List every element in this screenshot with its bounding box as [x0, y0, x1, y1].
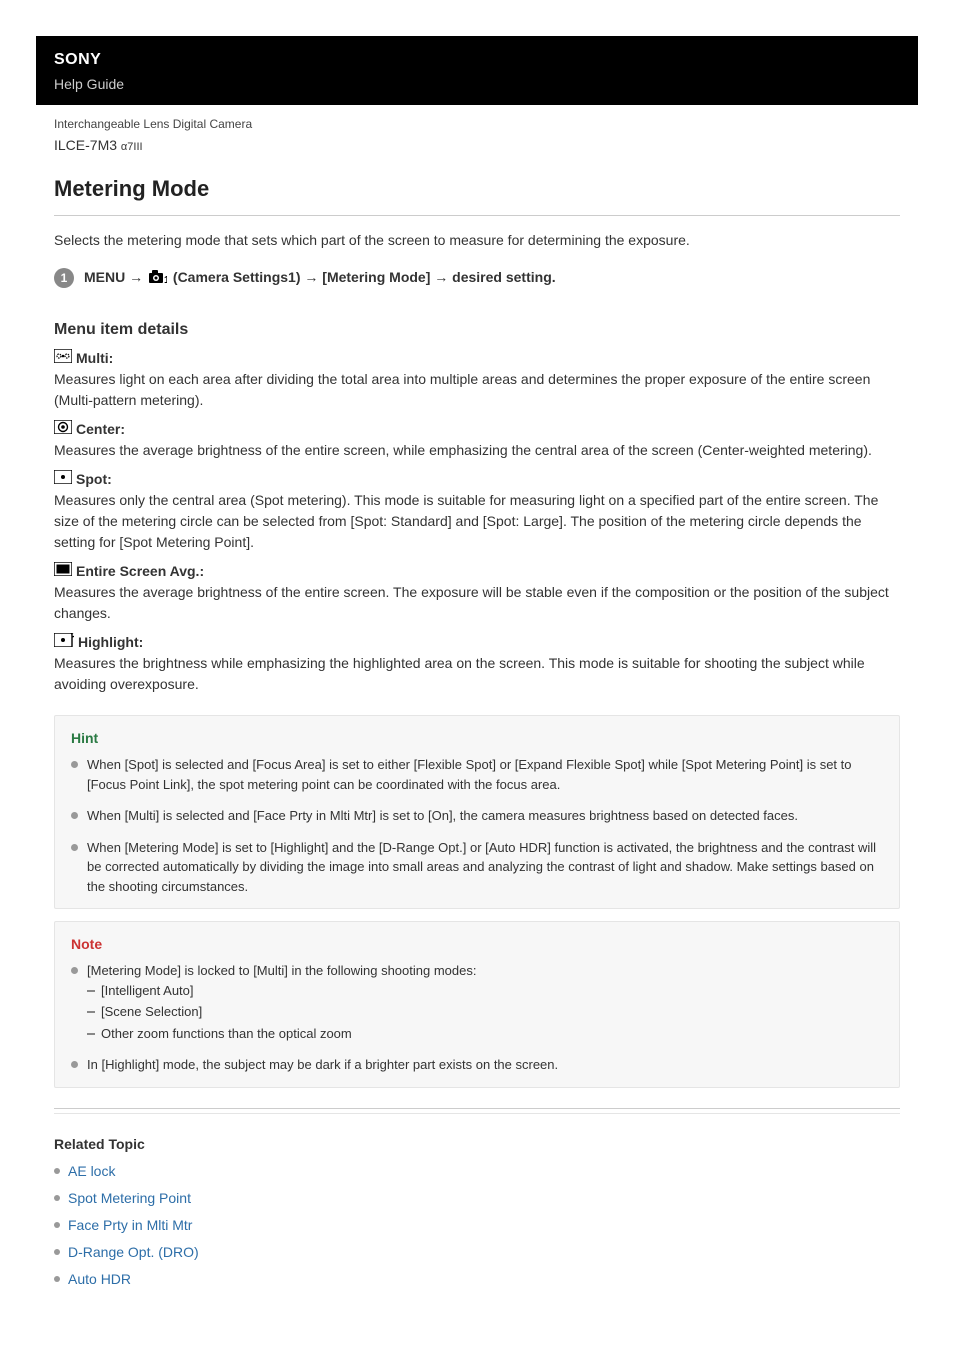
related-link-d-range-opt[interactable]: D-Range Opt. (DRO)	[68, 1244, 199, 1260]
intro-text: Selects the metering mode that sets whic…	[36, 216, 918, 267]
related-item: Auto HDR	[54, 1269, 900, 1290]
step-mid: (Camera Settings1) → [Metering Mode] → d…	[173, 269, 556, 285]
mode-multi: Multi: Measures light on each area after…	[36, 348, 918, 419]
hint-item: When [Multi] is selected and [Face Prty …	[71, 806, 883, 826]
step-number-badge: 1	[54, 268, 74, 288]
center-metering-icon	[54, 419, 72, 440]
mode-title-text: Entire Screen Avg.:	[76, 561, 204, 582]
related-link-face-prty[interactable]: Face Prty in Mlti Mtr	[68, 1217, 192, 1233]
svg-text:1: 1	[164, 275, 167, 284]
mode-desc: Measures the average brightness of the e…	[54, 440, 900, 461]
mode-title: Multi:	[54, 348, 900, 369]
hint-heading: Hint	[71, 728, 883, 749]
note-item: In [Highlight] mode, the subject may be …	[71, 1055, 883, 1075]
related-item: AE lock	[54, 1161, 900, 1182]
spot-metering-icon	[54, 469, 72, 490]
note-heading: Note	[71, 934, 883, 955]
related-item: Spot Metering Point	[54, 1188, 900, 1209]
related-item: D-Range Opt. (DRO)	[54, 1242, 900, 1263]
multi-metering-icon	[54, 348, 72, 369]
note-list: [Metering Mode] is locked to [Multi] in …	[71, 961, 883, 1075]
mode-title-text: Center:	[76, 419, 125, 440]
brand-logo: SONY	[54, 48, 900, 72]
mode-desc: Measures the average brightness of the e…	[54, 582, 900, 624]
model-suffix: α7III	[121, 141, 143, 153]
help-guide-label: Help Guide	[54, 74, 900, 95]
divider	[54, 1113, 900, 1114]
note-box: Note [Metering Mode] is locked to [Multi…	[54, 921, 900, 1088]
mode-title: Center:	[54, 419, 900, 440]
related-topic: Related Topic AE lock Spot Metering Poin…	[36, 1134, 918, 1314]
mode-center: Center: Measures the average brightness …	[36, 419, 918, 469]
hint-list: When [Spot] is selected and [Focus Area]…	[71, 755, 883, 896]
mode-entire-screen-avg: Entire Screen Avg.: Measures the average…	[36, 561, 918, 632]
page-wrap: SONY Help Guide Interchangeable Lens Dig…	[0, 0, 954, 1350]
step-prefix: MENU →	[84, 269, 143, 285]
note-subitem: [Intelligent Auto]	[87, 981, 883, 1001]
mode-spot: Spot: Measures only the central area (Sp…	[36, 469, 918, 561]
mode-desc: Measures only the central area (Spot met…	[54, 490, 900, 553]
note-subitem: Other zoom functions than the optical zo…	[87, 1024, 883, 1044]
divider	[54, 1108, 900, 1109]
step-text: MENU → 1 (Camera Settings1) → [Metering …	[84, 267, 556, 290]
hint-item: When [Spot] is selected and [Focus Area]…	[71, 755, 883, 794]
mode-title: Highlight:	[54, 632, 900, 653]
page-title: Metering Mode	[36, 156, 918, 215]
details-heading: Menu item details	[36, 308, 918, 348]
step-row: 1 MENU → 1 (Camera Settings1) → [Meterin…	[36, 267, 918, 308]
mode-desc: Measures the brightness while emphasizin…	[54, 653, 900, 695]
header-bar: SONY Help Guide	[36, 36, 918, 105]
related-heading: Related Topic	[54, 1134, 900, 1155]
mode-title: Entire Screen Avg.:	[54, 561, 900, 582]
highlight-metering-icon	[54, 632, 74, 653]
model-main: ILCE-7M3	[54, 137, 117, 153]
mode-title: Spot:	[54, 469, 900, 490]
note-item: [Metering Mode] is locked to [Multi] in …	[71, 961, 883, 1043]
related-item: Face Prty in Mlti Mtr	[54, 1215, 900, 1236]
hint-item: When [Metering Mode] is set to [Highligh…	[71, 838, 883, 897]
related-list: AE lock Spot Metering Point Face Prty in…	[54, 1161, 900, 1290]
entire-screen-avg-icon	[54, 561, 72, 582]
related-link-auto-hdr[interactable]: Auto HDR	[68, 1271, 131, 1287]
camera-settings1-icon: 1	[149, 269, 167, 290]
product-info: Interchangeable Lens Digital Camera ILCE…	[36, 105, 918, 156]
note-subitem: [Scene Selection]	[87, 1002, 883, 1022]
mode-desc: Measures light on each area after dividi…	[54, 369, 900, 411]
note-item-lead: [Metering Mode] is locked to [Multi] in …	[87, 963, 476, 978]
mode-title-text: Highlight:	[78, 632, 143, 653]
mode-title-text: Multi:	[76, 348, 113, 369]
product-type: Interchangeable Lens Digital Camera	[54, 115, 900, 133]
related-link-spot-metering-point[interactable]: Spot Metering Point	[68, 1190, 191, 1206]
related-link-ae-lock[interactable]: AE lock	[68, 1163, 115, 1179]
hint-box: Hint When [Spot] is selected and [Focus …	[54, 715, 900, 909]
mode-highlight: Highlight: Measures the brightness while…	[36, 632, 918, 703]
model-line: ILCE-7M3 α7III	[54, 135, 900, 156]
mode-title-text: Spot:	[76, 469, 112, 490]
note-sublist: [Intelligent Auto] [Scene Selection] Oth…	[87, 981, 883, 1044]
